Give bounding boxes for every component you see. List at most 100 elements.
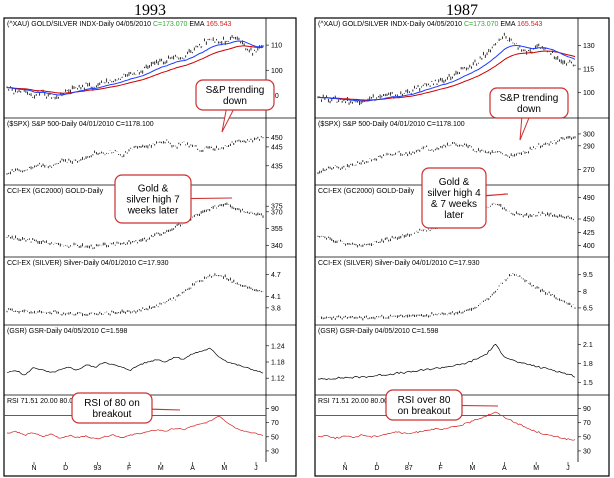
callout-text: RSI of 80 on breakout xyxy=(84,398,140,420)
row-title-spx: ($SPX) S&P 500-Daily 04/01/2010 C=1178.1… xyxy=(318,121,465,128)
rsi-series xyxy=(318,411,576,441)
x-tick-label: M xyxy=(221,465,227,472)
callout-line: Gold & xyxy=(138,184,169,195)
tick-label: 90 xyxy=(271,406,279,413)
tick-label: 3.8 xyxy=(271,305,281,312)
gsr-series xyxy=(6,347,264,376)
tick-label: 1.12 xyxy=(271,376,285,383)
callout-line: S&P trending xyxy=(500,93,559,104)
gsr-series xyxy=(317,343,576,381)
tick-label: 30 xyxy=(271,448,279,455)
tick-label: 50 xyxy=(271,434,279,441)
panel-frame xyxy=(3,17,297,477)
callout-text: S&P trending down xyxy=(500,93,559,115)
tick-label: 90 xyxy=(271,93,279,100)
callout-box xyxy=(71,392,153,424)
tick-label: 270 xyxy=(583,167,595,174)
tick-label: 400 xyxy=(583,243,595,250)
tick-label: 425 xyxy=(583,230,595,237)
row-title-gold: CCI-EX (GC2000) GOLD-Daily xyxy=(318,188,415,195)
header-symbol: (^XAU) GOLD/SILVER INDX-Daily 04/05/2010 xyxy=(318,21,464,28)
callout: RSI of 80 on breakout xyxy=(71,392,181,424)
row-title-gsr: (GSR) GSR-Daily 04/05/2010 C=1.598 xyxy=(318,328,439,335)
tick-label: 1.24 xyxy=(271,343,285,350)
tick-label: 9.5 xyxy=(583,272,593,279)
tick-label: 355 xyxy=(271,226,283,233)
tick-label: 290 xyxy=(583,143,595,150)
ema-red-line xyxy=(318,50,576,101)
tick-label: 1.8 xyxy=(583,361,593,368)
ema-blue-line xyxy=(317,44,576,102)
tick-label: 110 xyxy=(271,43,282,50)
x-tick-label: D xyxy=(63,465,68,472)
header-close: C=173.070 xyxy=(464,21,500,28)
x-tick-label: M xyxy=(158,465,164,472)
header-ema-label: EMA xyxy=(500,21,517,28)
callout-line: RSI over 80 xyxy=(398,395,451,406)
rsi-series xyxy=(6,416,264,440)
callout: S&P trending down xyxy=(195,79,275,133)
panel-1993: 1993 (^XAU) GOLD/SILVER INDX-Daily 04/05/… xyxy=(3,2,297,477)
callout-line: silver high 7 xyxy=(126,195,180,206)
header-close: C=173.070 xyxy=(153,21,189,28)
callout-text: Gold & silver high 7 weeks later xyxy=(126,184,180,217)
tick-label: 30 xyxy=(583,448,591,455)
callout-line: silver high 4 xyxy=(427,188,481,199)
row-title-gsr: (GSR) GSR-Daily 04/05/2010 C=1.598 xyxy=(7,328,128,335)
header-text: (^XAU) GOLD/SILVER INDX-Daily 04/05/2010… xyxy=(318,21,542,28)
x-tick-label: F xyxy=(127,465,131,472)
x-tick-label: J xyxy=(566,465,570,472)
header-ema-label: EMA xyxy=(189,21,206,28)
tick-label: 130 xyxy=(583,43,595,50)
x-tick-label: 87 xyxy=(405,465,413,472)
tick-label: 4.1 xyxy=(271,294,281,301)
x-tick-label: A xyxy=(190,465,195,472)
panel-1987: 1987 (^XAU) GOLD/SILVER INDX-Daily 04/05/… xyxy=(314,2,610,477)
tick-label: 100 xyxy=(271,68,283,75)
tick-label: 4.7 xyxy=(271,272,281,279)
callout: S&P trending down xyxy=(489,87,569,141)
tick-label: 90 xyxy=(583,406,591,413)
callout: Gold & silver high 7 weeks later xyxy=(114,174,233,224)
header-ema-value: 165.543 xyxy=(517,21,542,28)
callout-box xyxy=(385,389,463,421)
ema-red-line xyxy=(6,45,264,94)
row-title-rsi: RSI 71.51 20.00 80.00 xyxy=(318,398,388,405)
callout-line: down xyxy=(517,104,541,115)
tick-label: 50 xyxy=(583,434,591,441)
callout-box xyxy=(114,174,192,224)
tick-label: 1.18 xyxy=(271,360,285,367)
panel-frame xyxy=(314,17,610,477)
x-tick-label: J xyxy=(254,465,258,472)
tick-label: 340 xyxy=(271,243,283,250)
callout-line: breakout xyxy=(93,409,132,420)
panel-title: 1987 xyxy=(446,2,478,19)
tick-label: 70 xyxy=(583,420,591,427)
callout-box xyxy=(195,79,275,111)
x-tick-label: 93 xyxy=(94,465,102,472)
tick-label: 2.1 xyxy=(583,342,593,349)
tick-label: 450 xyxy=(583,217,595,224)
row-title-silver: CCI-EX (SILVER) Silver-Daily 04/01/2010 … xyxy=(318,260,480,267)
tick-label: 1.5 xyxy=(583,380,593,387)
callout-text: Gold & silver high 4 & 7 weeks later xyxy=(427,177,481,221)
callout-box xyxy=(489,87,569,119)
callout-line: down xyxy=(223,96,247,107)
x-tick-label: M xyxy=(470,465,476,472)
header-ema-value: 165.543 xyxy=(206,21,231,28)
callout-box xyxy=(421,167,487,229)
tick-label: 435 xyxy=(271,163,283,170)
tick-label: 300 xyxy=(583,131,595,138)
tick-label: 490 xyxy=(583,195,595,202)
header-symbol: (^XAU) GOLD/SILVER INDX-Daily 04/05/2010 xyxy=(7,21,153,28)
callout-line: & 7 weeks xyxy=(431,199,477,210)
callout-line: Gold & xyxy=(439,177,470,188)
row-title-gold: CCI-EX (GC2000) GOLD-Daily xyxy=(7,188,104,195)
x-tick-label: N xyxy=(342,465,347,472)
x-tick-label: D xyxy=(374,465,379,472)
row-title-spx: ($SPX) S&P 500-Daily 04/01/2010 C=1178.1… xyxy=(7,121,154,128)
callout-text: S&P trending down xyxy=(206,85,265,107)
row-title-silver: CCI-EX (SILVER) Silver-Daily 04/01/2010 … xyxy=(7,260,169,267)
tick-label: 100 xyxy=(583,90,595,97)
